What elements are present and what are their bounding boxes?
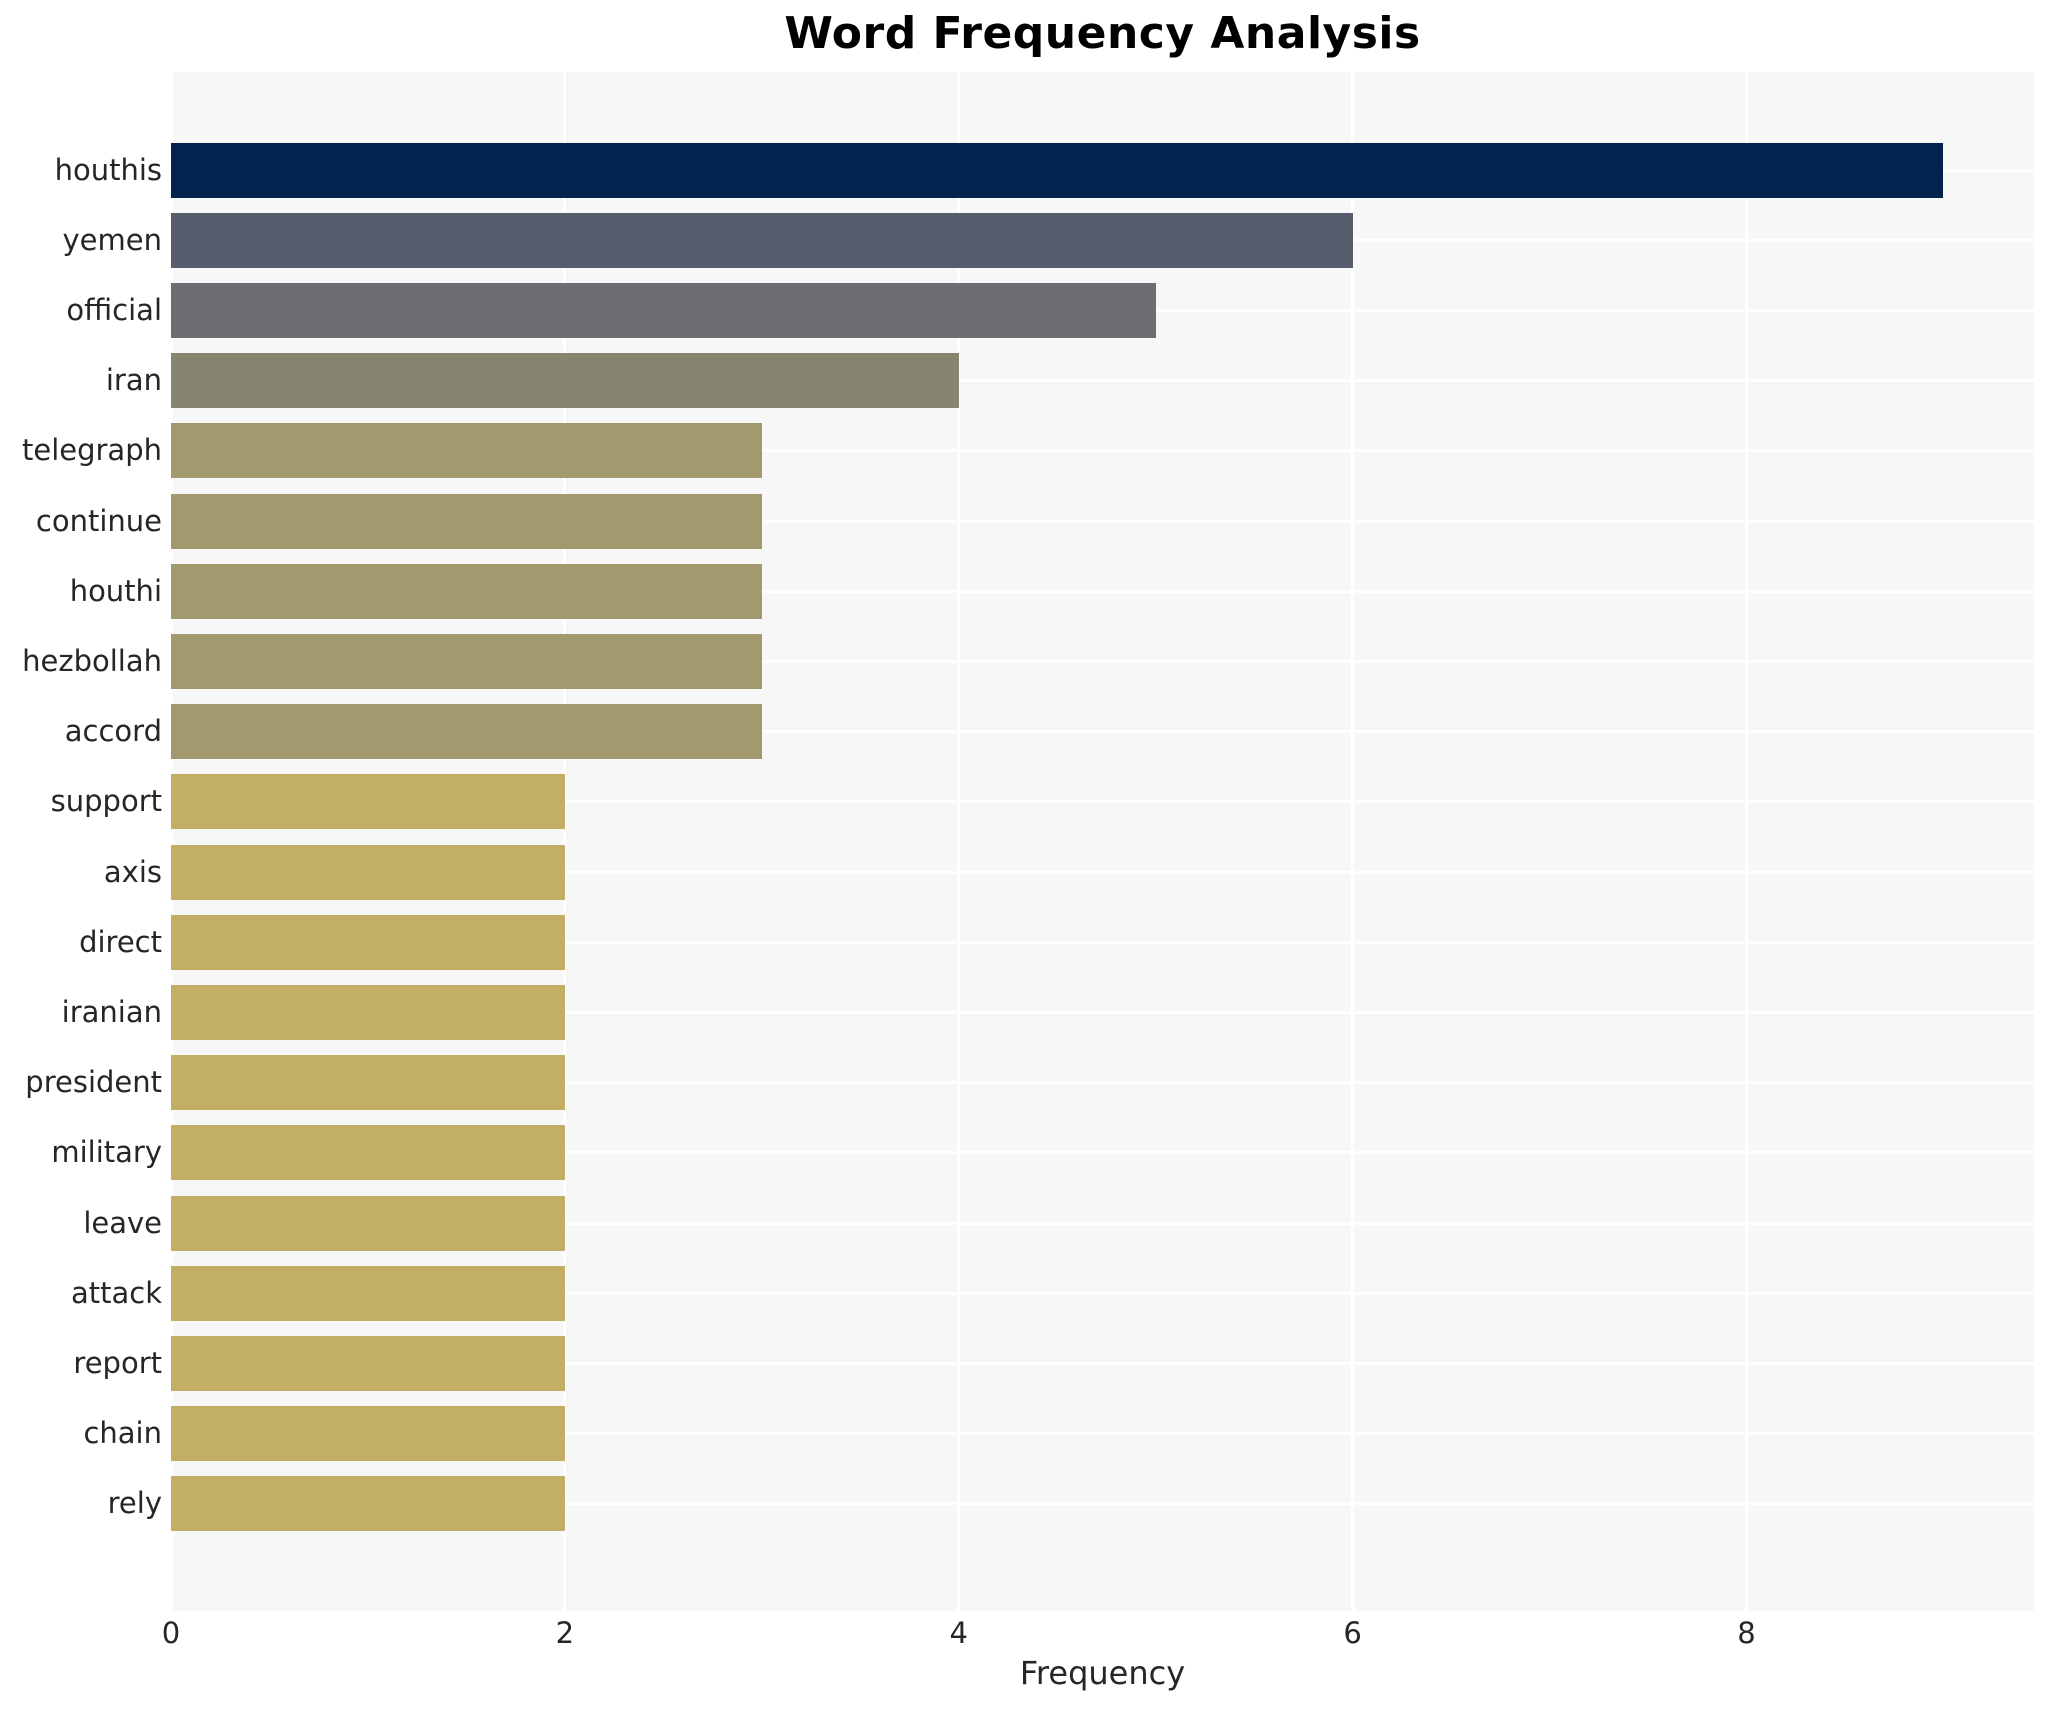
bar-row-iran: iran: [0, 346, 2034, 416]
bar-row-military: military: [0, 1118, 2034, 1188]
bar-track: [171, 1469, 2034, 1539]
y-tick-label-telegraph: telegraph: [21, 433, 162, 468]
bar-row-leave: leave: [0, 1188, 2034, 1258]
y-tick-label-iranian: iranian: [61, 995, 162, 1030]
vertical-gridline: [1744, 72, 1748, 1611]
bar-hezbollah: [171, 634, 762, 690]
bar-track: [171, 1328, 2034, 1398]
bar-houthi: [171, 563, 762, 619]
y-tick-label-yemen: yemen: [62, 222, 162, 257]
y-tick-label-rely: rely: [107, 1486, 162, 1521]
bar-official: [171, 283, 1156, 338]
x-tick-label-2: 2: [555, 1616, 575, 1650]
bar-axis: [171, 844, 565, 900]
bar-track: [171, 275, 2034, 345]
bar-row-hezbollah: hezbollah: [0, 626, 2034, 696]
bar-row-iranian: iranian: [0, 977, 2034, 1047]
bar-president: [171, 1055, 565, 1111]
y-tick-label-houthi: houthi: [69, 573, 162, 608]
y-tick-label-chain: chain: [83, 1416, 162, 1451]
bar-row-report: report: [0, 1328, 2034, 1398]
bar-row-official: official: [0, 275, 2034, 345]
bar-row-president: president: [0, 1048, 2034, 1118]
vertical-gridline: [169, 72, 173, 1611]
y-tick-label-direct: direct: [79, 924, 162, 959]
bar-rows: houthis yemen official iran telegraph continu…: [0, 72, 2052, 1611]
x-tick-label-6: 6: [1343, 1616, 1362, 1650]
bar-track: [171, 1399, 2034, 1469]
y-tick-label-attack: attack: [70, 1275, 162, 1310]
bar-row-yemen: yemen: [0, 205, 2034, 275]
bar-track: [171, 205, 2034, 275]
y-tick-label-accord: accord: [64, 714, 162, 749]
bar-iran: [171, 353, 959, 409]
bar-row-telegraph: telegraph: [0, 416, 2034, 486]
bar-row-chain: chain: [0, 1399, 2034, 1469]
bar-track: [171, 697, 2034, 767]
bar-report: [171, 1336, 565, 1392]
y-tick-label-military: military: [51, 1135, 162, 1170]
bar-direct: [171, 914, 565, 970]
bar-track: [171, 346, 2034, 416]
chart-title: Word Frequency Analysis: [784, 8, 1421, 59]
y-tick-label-hezbollah: hezbollah: [22, 644, 162, 679]
bar-track: [171, 486, 2034, 556]
y-tick-label-houthis: houthis: [54, 152, 162, 187]
bar-row-support: support: [0, 767, 2034, 837]
bar-track: [171, 837, 2034, 907]
bar-continue: [171, 493, 762, 549]
bar-track: [171, 556, 2034, 626]
bar-row-houthi: houthi: [0, 556, 2034, 626]
bar-row-rely: rely: [0, 1469, 2034, 1539]
bar-yemen: [171, 212, 1353, 268]
vertical-gridline: [1351, 72, 1355, 1611]
bar-row-accord: accord: [0, 697, 2034, 767]
x-tick-label-8: 8: [1737, 1616, 1756, 1650]
y-tick-label-leave: leave: [83, 1205, 162, 1240]
vertical-gridline: [957, 72, 961, 1611]
bar-track: [171, 1048, 2034, 1118]
bar-row-direct: direct: [0, 907, 2034, 977]
bar-military: [171, 1125, 565, 1181]
bar-track: [171, 1118, 2034, 1188]
bar-accord: [171, 704, 762, 760]
vertical-gridline: [563, 72, 567, 1611]
bar-rely: [171, 1476, 565, 1532]
bar-leave: [171, 1195, 565, 1251]
bar-support: [171, 774, 565, 830]
bar-iranian: [171, 985, 565, 1041]
bar-row-continue: continue: [0, 486, 2034, 556]
bar-telegraph: [171, 423, 762, 479]
y-tick-label-continue: continue: [35, 503, 162, 538]
x-axis-label: Frequency: [1019, 1654, 1186, 1692]
bar-track: [171, 977, 2034, 1047]
y-tick-label-official: official: [66, 293, 162, 327]
bar-row-attack: attack: [0, 1258, 2034, 1328]
y-tick-label-report: report: [73, 1346, 162, 1381]
bar-row-houthis: houthis: [0, 135, 2034, 205]
bar-row-axis: axis: [0, 837, 2034, 907]
bar-track: [171, 767, 2034, 837]
bar-houthis: [171, 142, 1944, 198]
y-tick-label-axis: axis: [103, 854, 162, 889]
x-tick-label-0: 0: [161, 1616, 181, 1650]
bar-track: [171, 135, 2034, 205]
bar-track: [171, 1258, 2034, 1328]
bar-track: [171, 907, 2034, 977]
bar-track: [171, 416, 2034, 486]
bar-chain: [171, 1406, 565, 1462]
bar-track: [171, 626, 2034, 696]
x-tick-label-4: 4: [949, 1616, 968, 1650]
y-tick-label-president: president: [25, 1065, 162, 1100]
bar-track: [171, 1188, 2034, 1258]
y-tick-label-iran: iran: [105, 363, 162, 398]
y-tick-label-support: support: [50, 784, 162, 819]
bar-attack: [171, 1265, 565, 1321]
